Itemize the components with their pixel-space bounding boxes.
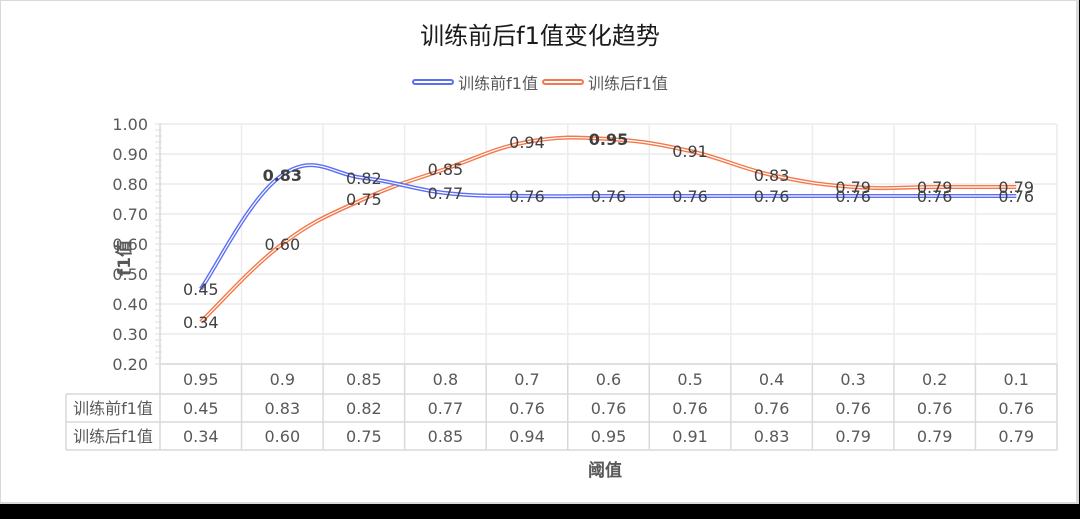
table-cell: 0.79 — [835, 427, 871, 446]
table-cell: 0.60 — [265, 427, 301, 446]
y-tick-label: 1.00 — [112, 115, 148, 134]
y-tick-label: 0.90 — [112, 145, 148, 164]
data-label: 0.95 — [589, 130, 628, 149]
y-tick-label: 0.70 — [112, 205, 148, 224]
table-cell: 0.34 — [183, 427, 219, 446]
data-label: 0.76 — [672, 187, 708, 206]
table-cell: 0.76 — [754, 399, 790, 418]
series-line-inner — [200, 164, 1017, 290]
table-row-header: 训练后f1值 — [73, 427, 153, 446]
legend-item-after[interactable]: 训练后f1值 — [542, 70, 668, 94]
table-cell: 0.76 — [917, 399, 953, 418]
data-label: 0.60 — [265, 235, 301, 254]
legend-line-icon-orange — [542, 79, 584, 85]
x-category-label: 0.95 — [183, 370, 219, 389]
y-tick-label: 0.80 — [112, 175, 148, 194]
table-cell: 0.83 — [754, 427, 790, 446]
data-label: 0.91 — [672, 142, 708, 161]
data-label: 0.76 — [998, 187, 1034, 206]
data-label: 0.76 — [754, 187, 790, 206]
legend-item-before[interactable]: 训练前f1值 — [412, 70, 538, 94]
table-cell: 0.95 — [591, 427, 627, 446]
data-label: 0.34 — [183, 313, 219, 332]
y-tick-label: 0.20 — [112, 355, 148, 374]
data-label: 0.94 — [509, 133, 545, 152]
data-label: 0.77 — [428, 184, 464, 203]
series-line-inner — [200, 136, 1017, 323]
data-label: 0.76 — [835, 187, 871, 206]
table-cell: 0.91 — [672, 427, 708, 446]
y-tick-label: 0.40 — [112, 295, 148, 314]
x-category-label: 0.2 — [922, 370, 947, 389]
table-cell: 0.76 — [591, 399, 627, 418]
table-cell: 0.76 — [835, 399, 871, 418]
table-cell: 0.79 — [917, 427, 953, 446]
y-axis-title: f1值 — [114, 240, 135, 276]
x-axis-title: 阈值 — [588, 461, 622, 481]
x-category-label: 0.4 — [759, 370, 784, 389]
y-tick-label: 0.50 — [112, 265, 148, 284]
table-cell: 0.85 — [428, 427, 464, 446]
chart-title: 训练前后f1值变化趋势 — [420, 22, 660, 50]
data-label: 0.45 — [183, 280, 219, 299]
data-label: 0.79 — [998, 178, 1034, 197]
table-cell: 0.76 — [672, 399, 708, 418]
table-cell: 0.82 — [346, 399, 382, 418]
legend-label-before: 训练前f1值 — [458, 74, 538, 93]
data-label: 0.76 — [591, 187, 627, 206]
y-tick-label: 0.30 — [112, 325, 148, 344]
x-category-label: 0.6 — [596, 370, 621, 389]
data-label: 0.76 — [917, 187, 953, 206]
legend-line-icon-blue — [412, 79, 455, 85]
table-row-header: 训练前f1值 — [73, 399, 153, 418]
data-label: 0.75 — [346, 190, 382, 209]
x-category-label: 0.85 — [346, 370, 382, 389]
chart-frame — [0, 0, 1079, 504]
x-category-label: 0.3 — [840, 370, 865, 389]
table-cell: 0.83 — [265, 399, 301, 418]
data-label: 0.79 — [835, 178, 871, 197]
data-label: 0.85 — [428, 160, 464, 179]
x-category-label: 0.9 — [270, 370, 295, 389]
data-label: 0.76 — [509, 187, 545, 206]
data-label: 0.83 — [754, 166, 790, 185]
chart-legend: 训练前f1值 训练后f1值 — [0, 70, 1080, 94]
table-cell: 0.79 — [998, 427, 1034, 446]
data-label: 0.82 — [346, 169, 382, 188]
table-cell: 0.77 — [428, 399, 464, 418]
x-category-label: 0.1 — [1004, 370, 1029, 389]
x-category-label: 0.5 — [677, 370, 702, 389]
table-cell: 0.75 — [346, 427, 382, 446]
table-cell: 0.76 — [509, 399, 545, 418]
x-category-label: 0.8 — [433, 370, 458, 389]
data-label: 0.83 — [263, 166, 302, 185]
table-cell: 0.76 — [998, 399, 1034, 418]
table-cell: 0.45 — [183, 399, 219, 418]
data-label: 0.79 — [917, 178, 953, 197]
legend-label-after: 训练后f1值 — [588, 74, 668, 93]
table-cell: 0.94 — [509, 427, 545, 446]
x-category-label: 0.7 — [514, 370, 539, 389]
y-tick-label: 0.60 — [112, 235, 148, 254]
